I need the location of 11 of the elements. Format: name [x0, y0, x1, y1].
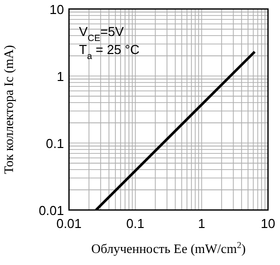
- x-axis-title: Облученность Ee (mW/cm$^{2}$): [91, 240, 246, 256]
- x-tick-label: 1: [198, 216, 206, 231]
- annotation: V$_{CE}$=5V: [79, 24, 124, 43]
- x-tick-label: 0.1: [126, 216, 144, 231]
- annotation: T$_{a}$ = 25 °C: [79, 42, 140, 61]
- x-tick-label: 10: [260, 216, 276, 231]
- y-tick-label: 1: [56, 69, 64, 84]
- y-tick-label: 0.01: [38, 203, 64, 218]
- y-tick-label: 0.1: [46, 136, 64, 151]
- y-axis-title: Ток коллектора Ic (mA): [1, 45, 16, 174]
- y-tick-label: 10: [50, 2, 64, 17]
